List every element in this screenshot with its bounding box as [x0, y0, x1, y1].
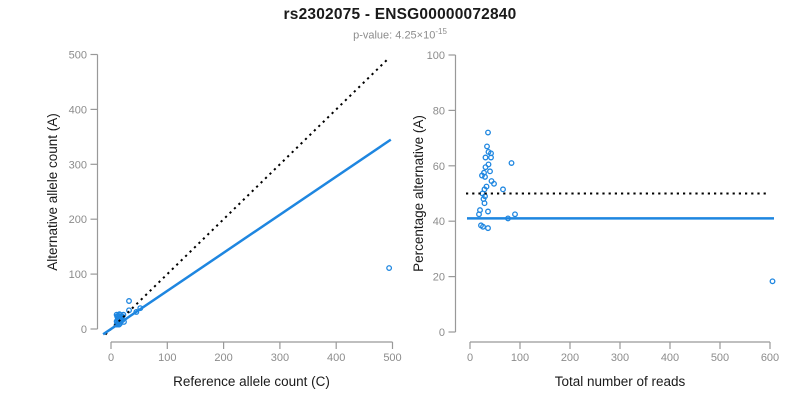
data-point	[512, 211, 518, 218]
y-axis-title: Percentage alternative (A)	[411, 115, 426, 272]
fit-line	[102, 138, 392, 336]
x-tick-label: 500	[711, 352, 729, 364]
x-tick-label: 200	[214, 352, 232, 364]
y-tick-label: 100	[427, 50, 445, 62]
y-tick-label: 20	[433, 272, 445, 284]
x-tick-label: 0	[467, 352, 473, 364]
plot-percentage-vs-total: 0 20 40 60 80 100 0 100 200 300 400 500 600 Total num…	[411, 50, 779, 389]
x-tick-label: 200	[561, 352, 579, 364]
data-point	[479, 172, 485, 179]
data-point	[476, 211, 482, 218]
figure-title: rs2302075 - ENSG00000072840	[283, 6, 517, 23]
data-point	[480, 223, 486, 230]
data-point	[487, 168, 493, 175]
data-point	[500, 186, 506, 193]
y-tick-label: 200	[69, 214, 87, 226]
x-tick-label: 100	[511, 352, 529, 364]
data-point	[386, 265, 393, 272]
figure-subtitle-pvalue: p-value: 4.25×10-15	[0, 27, 800, 42]
x-tick-label: 400	[327, 352, 345, 364]
x-tick-label: 500	[383, 352, 401, 364]
data-point	[491, 180, 497, 187]
y-tick-label: 300	[69, 159, 87, 171]
y-tick-label: 100	[69, 269, 87, 281]
data-point	[769, 278, 776, 285]
pvalue-exponent: -15	[435, 27, 447, 36]
data-point	[508, 160, 515, 166]
identity-line	[104, 58, 389, 336]
x-tick-label: 600	[761, 352, 779, 364]
x-tick-label: 400	[661, 352, 679, 364]
data-point	[481, 200, 488, 207]
x-tick-label: 300	[271, 352, 289, 364]
data-point	[485, 208, 491, 215]
data-point	[482, 154, 489, 161]
x-axis-title: Reference allele count (C)	[173, 374, 330, 389]
data-point	[482, 173, 488, 180]
y-tick-label: 400	[69, 104, 87, 116]
y-tick-label: 40	[433, 216, 445, 228]
data-point	[485, 129, 491, 136]
x-tick-label: 0	[108, 352, 114, 364]
y-axis-title: Alternative allele count (A)	[45, 113, 60, 271]
data-point	[485, 225, 491, 232]
data-point	[484, 143, 490, 150]
y-tick-label: 80	[433, 105, 445, 117]
y-tick-label: 0	[439, 327, 445, 339]
y-tick-label: 0	[81, 324, 87, 336]
pvalue-text: p-value: 4.25×10	[353, 29, 436, 42]
y-tick-label: 500	[69, 50, 87, 62]
data-point	[488, 154, 494, 161]
data-point	[126, 298, 132, 304]
x-tick-label: 300	[611, 352, 629, 364]
x-tick-label: 100	[158, 352, 176, 364]
data-point	[482, 164, 489, 171]
plot-allele-counts: 0 100 200 300 400 500 0 100 200 300 400 500 Referenc…	[45, 50, 402, 390]
y-tick-label: 60	[433, 161, 445, 173]
x-axis-title: Total number of reads	[555, 374, 686, 389]
